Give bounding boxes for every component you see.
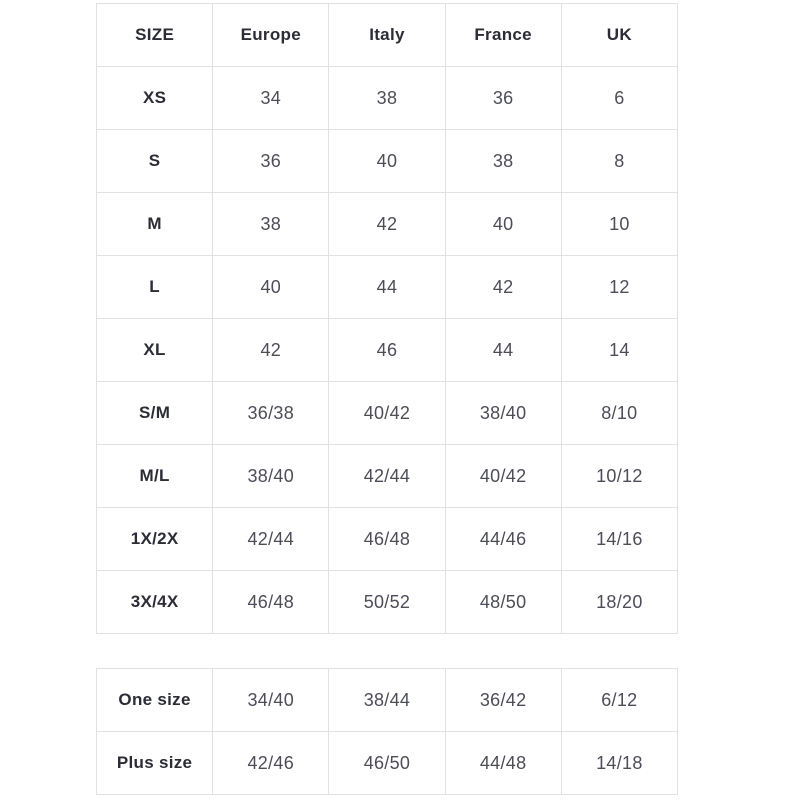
size-cell: 18/20 xyxy=(560,570,679,634)
row-label: M xyxy=(95,192,214,256)
size-table-extra: One size 34/40 38/44 36/42 6/12 Plus siz… xyxy=(95,668,679,795)
size-cell: 44/46 xyxy=(444,507,562,571)
column-header-size: SIZE xyxy=(95,3,214,67)
size-cell: 50/52 xyxy=(328,570,446,634)
size-cell: 46/50 xyxy=(328,731,446,795)
size-cell: 42/44 xyxy=(212,507,330,571)
size-cell: 42 xyxy=(444,255,562,319)
header-row: SIZE Europe Italy France UK xyxy=(95,3,679,67)
size-cell: 6/12 xyxy=(560,668,679,732)
size-cell: 8/10 xyxy=(560,381,679,445)
size-conversion-chart: SIZE Europe Italy France UK XS 34 38 36 … xyxy=(95,3,679,795)
size-cell: 14/18 xyxy=(560,731,679,795)
table-row: One size 34/40 38/44 36/42 6/12 xyxy=(95,668,679,732)
size-cell: 42 xyxy=(212,318,330,382)
size-cell: 38 xyxy=(328,66,446,130)
row-label: S/M xyxy=(95,381,214,445)
table-row: S/M 36/38 40/42 38/40 8/10 xyxy=(95,381,679,445)
size-cell: 46/48 xyxy=(328,507,446,571)
row-label: 1X/2X xyxy=(95,507,214,571)
size-cell: 8 xyxy=(560,129,679,193)
size-cell: 34/40 xyxy=(212,668,330,732)
size-cell: 14/16 xyxy=(560,507,679,571)
table-row: S 36 40 38 8 xyxy=(95,129,679,193)
size-cell: 10/12 xyxy=(560,444,679,508)
row-label: XL xyxy=(95,318,214,382)
size-cell: 14 xyxy=(560,318,679,382)
size-cell: 34 xyxy=(212,66,330,130)
row-label: Plus size xyxy=(95,731,214,795)
size-cell: 44 xyxy=(444,318,562,382)
table-row: M/L 38/40 42/44 40/42 10/12 xyxy=(95,444,679,508)
table-row: XS 34 38 36 6 xyxy=(95,66,679,130)
table-row: 1X/2X 42/44 46/48 44/46 14/16 xyxy=(95,507,679,571)
row-label: 3X/4X xyxy=(95,570,214,634)
table-row: XL 42 46 44 14 xyxy=(95,318,679,382)
table-row: M 38 42 40 10 xyxy=(95,192,679,256)
size-cell: 40/42 xyxy=(328,381,446,445)
row-label: One size xyxy=(95,668,214,732)
size-cell: 42/46 xyxy=(212,731,330,795)
table-row: Plus size 42/46 46/50 44/48 14/18 xyxy=(95,731,679,795)
size-cell: 36 xyxy=(212,129,330,193)
column-header-uk: UK xyxy=(560,3,679,67)
size-cell: 38 xyxy=(444,129,562,193)
row-label: XS xyxy=(95,66,214,130)
row-label: L xyxy=(95,255,214,319)
size-cell: 40/42 xyxy=(444,444,562,508)
size-cell: 36/38 xyxy=(212,381,330,445)
size-cell: 46 xyxy=(328,318,446,382)
table-row: L 40 44 42 12 xyxy=(95,255,679,319)
size-cell: 6 xyxy=(560,66,679,130)
size-cell: 10 xyxy=(560,192,679,256)
size-table-main: SIZE Europe Italy France UK XS 34 38 36 … xyxy=(95,3,679,634)
size-cell: 36 xyxy=(444,66,562,130)
size-cell: 40 xyxy=(444,192,562,256)
size-cell: 40 xyxy=(212,255,330,319)
size-cell: 44/48 xyxy=(444,731,562,795)
column-header-europe: Europe xyxy=(212,3,330,67)
size-cell: 38/40 xyxy=(212,444,330,508)
size-cell: 44 xyxy=(328,255,446,319)
size-cell: 40 xyxy=(328,129,446,193)
size-cell: 38 xyxy=(212,192,330,256)
size-cell: 46/48 xyxy=(212,570,330,634)
row-label: M/L xyxy=(95,444,214,508)
column-header-italy: Italy xyxy=(328,3,446,67)
column-header-france: France xyxy=(444,3,562,67)
size-cell: 48/50 xyxy=(444,570,562,634)
size-cell: 36/42 xyxy=(444,668,562,732)
table-row: 3X/4X 46/48 50/52 48/50 18/20 xyxy=(95,570,679,634)
row-label: S xyxy=(95,129,214,193)
size-cell: 38/44 xyxy=(328,668,446,732)
size-cell: 42/44 xyxy=(328,444,446,508)
size-cell: 38/40 xyxy=(444,381,562,445)
size-cell: 12 xyxy=(560,255,679,319)
size-cell: 42 xyxy=(328,192,446,256)
